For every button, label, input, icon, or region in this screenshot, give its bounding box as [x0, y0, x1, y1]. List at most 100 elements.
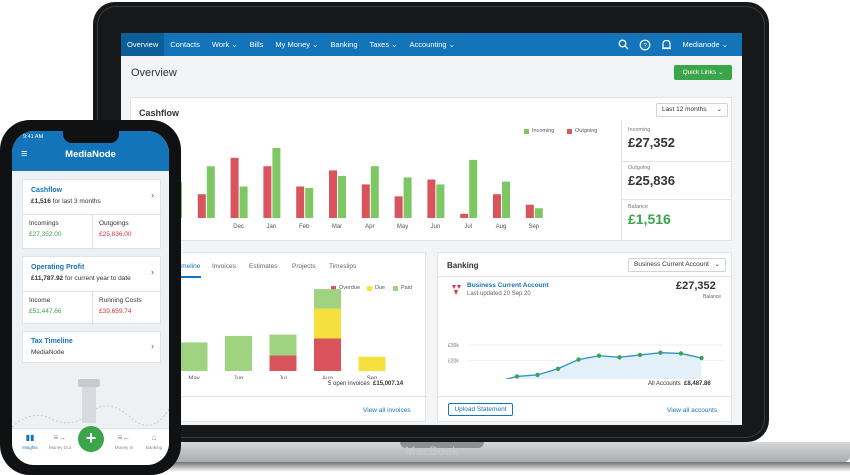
open-invoices-total: £15,007.14 [373, 381, 404, 387]
outgoing-bar [361, 184, 370, 218]
outgoing-bar [525, 204, 534, 218]
y-tick-label: £20k [448, 358, 459, 364]
invoices-footer-divider [131, 396, 427, 397]
tab-banking[interactable]: Banking [145, 445, 163, 450]
org-menu[interactable]: Medianode ⌄ [682, 40, 728, 49]
legend-paid-swatch [393, 286, 398, 291]
legend-overdue-swatch [331, 286, 336, 291]
tab-projects[interactable]: Projects [292, 263, 316, 270]
nav-item-overview[interactable]: Overview [121, 33, 165, 56]
phone-cashflow-card[interactable]: Cashflow £1,516 for last 3 months › Inco… [22, 179, 162, 250]
x-tick-label: Aug [322, 376, 333, 379]
top-nav: Overview Contacts Work ⌄ Bills My Money … [121, 33, 742, 56]
nav-item-my-money[interactable]: My Money ⌄ [269, 33, 324, 56]
phone-cashflow-title: Cashflow [31, 187, 63, 194]
legend-due-swatch [367, 286, 372, 291]
nav-right: ? Medianode ⌄ [618, 39, 742, 51]
money-out-icon[interactable]: ≡→ [53, 433, 67, 442]
phone-profit-card[interactable]: Operating Profit £11,787.92 for current … [22, 256, 162, 325]
nav-item-contacts[interactable]: Contacts [170, 40, 200, 49]
incoming-bar [239, 186, 248, 218]
account-balance: £27,352 [676, 280, 716, 292]
help-icon[interactable]: ? [639, 39, 651, 51]
tab-timeline[interactable]: Timeline [176, 263, 201, 270]
phone-tax-card[interactable]: Tax Timeline MediaNode › [22, 331, 161, 363]
upload-statement-button[interactable]: Upload Statement [448, 403, 513, 416]
outgoings-value: £25,836.00 [99, 231, 132, 238]
phone-cashflow-period: for last 3 months [52, 198, 101, 205]
chevron-down-icon: ⌄ [391, 40, 398, 49]
x-tick-label: May [188, 376, 199, 379]
balance-value: £1,516 [628, 211, 671, 227]
legend-overdue-label: Overdue [339, 285, 361, 291]
macbook-label: MacBook [405, 444, 459, 458]
hamburger-menu-icon[interactable]: ≡ [21, 148, 28, 160]
all-accounts-label: All Accounts [648, 381, 681, 387]
income-value: £51,447.66 [29, 308, 62, 315]
phone-notch [63, 131, 119, 143]
chevron-down-icon: ⌄ [714, 261, 720, 268]
outgoing-bar [460, 213, 469, 218]
nav-item-label: Work [211, 40, 230, 49]
account-name-link[interactable]: Business Current Account [467, 282, 549, 289]
x-tick-label: Sep [528, 224, 539, 230]
insights-icon[interactable]: ▮▮ [25, 433, 35, 442]
nav-item-taxes[interactable]: Taxes ⌄ [364, 33, 404, 56]
view-all-accounts-link[interactable]: View all accounts [667, 407, 718, 414]
chevron-down-icon: ⌄ [448, 40, 455, 49]
open-invoices-summary: 5 open invoices £15,007.14 [328, 381, 403, 387]
bank-icon[interactable]: ⌂ [151, 433, 157, 442]
x-tick-label: Mar [332, 224, 342, 230]
view-all-invoices-link[interactable]: View all invoices [363, 407, 411, 414]
tab-insights[interactable]: Insights [22, 445, 38, 450]
incoming-bar [206, 166, 215, 218]
open-invoices-count: 5 open invoices [328, 381, 370, 387]
balance-point [555, 366, 561, 371]
banking-card: Banking Business Current Account ⌄ Busin… [437, 252, 733, 422]
tab-money-out[interactable]: Money Out [48, 445, 71, 450]
outgoing-value: £25,836 [628, 173, 675, 188]
x-tick-label: Jan [267, 224, 277, 230]
nav-item-banking[interactable]: Banking [330, 40, 358, 49]
cashflow-title: Cashflow [139, 108, 180, 118]
add-button[interactable]: + [78, 426, 104, 452]
account-select[interactable]: Business Current Account ⌄ [628, 258, 726, 272]
legend-paid-label: Paid [401, 285, 413, 291]
nav-item-accounting[interactable]: Accounting ⌄ [403, 33, 461, 56]
invoices-chart: May Jun Jul Aug Sep [131, 289, 386, 379]
x-tick-label: Jun [234, 376, 244, 379]
tab-timeslips[interactable]: Timeslips [329, 263, 357, 270]
search-icon[interactable] [618, 39, 629, 50]
laptop-screen: Overview Contacts Work ⌄ Bills My Money … [121, 33, 742, 425]
quick-links-button[interactable]: Quick Links ⌄ [674, 65, 732, 80]
balance-point [637, 352, 643, 358]
nav-item-label: Accounting [409, 40, 447, 49]
outgoing-bar [329, 170, 337, 218]
cashflow-divider [621, 120, 622, 240]
due-bar [314, 308, 341, 339]
incomings-value: £27,352.00 [29, 231, 62, 238]
nav-item-work[interactable]: Work ⌄ [206, 33, 244, 56]
tab-estimates[interactable]: Estimates [249, 263, 278, 270]
tab-invoices[interactable]: Invoices [212, 263, 236, 270]
bell-icon[interactable] [661, 39, 672, 51]
outgoings-label: Outgoings [99, 220, 129, 227]
x-tick-label: Jul [279, 376, 287, 379]
quick-links-label: Quick Links [682, 69, 717, 76]
tab-money-in[interactable]: Money In [114, 445, 134, 450]
balance-point [576, 357, 581, 362]
phone-profit-summary: £11,787.92 for current year to date [31, 275, 131, 282]
banking-title: Banking [447, 261, 479, 270]
outgoing-bar [230, 157, 239, 218]
account-balance-label: Balance [703, 294, 722, 300]
money-in-icon[interactable]: ≡← [117, 433, 131, 442]
incoming-bar [338, 176, 346, 218]
outgoing-bar [427, 179, 436, 218]
nav-item-bills[interactable]: Bills [249, 40, 264, 49]
phone-org-name: MediaNode [65, 149, 116, 160]
running-costs-label: Running Costs [99, 297, 142, 304]
incoming-bar [469, 159, 478, 218]
incoming-bar [305, 187, 314, 218]
cashflow-range-select[interactable]: Last 12 months ⌄ [656, 103, 728, 117]
balance-point [535, 372, 540, 378]
